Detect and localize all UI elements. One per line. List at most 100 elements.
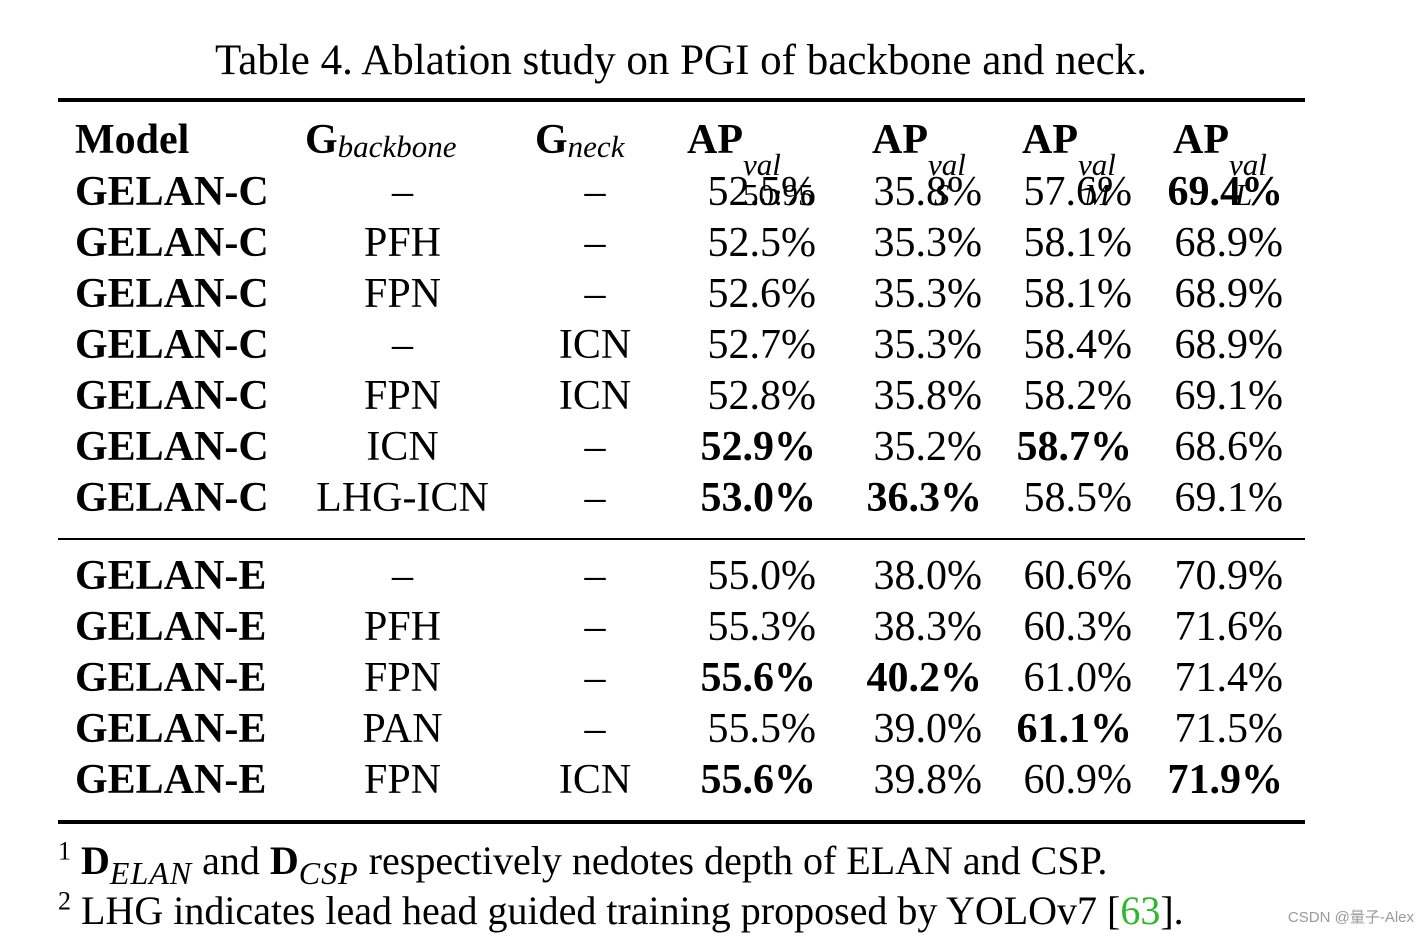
apl-cell: 68.6% [1174,424,1284,470]
aps-cell: 35.3% [873,322,983,368]
apl-cell: 71.9% [1167,757,1284,803]
backbone-cell: FPN [363,373,442,419]
neck-cell: – [584,271,606,317]
table-row: GELAN-C FPN ICN 52.8% 35.8% 58.2% 69.1% [0,371,1428,422]
ap-cell: 52.8% [707,373,817,419]
table-row: GELAN-C PFH – 52.5% 35.3% 58.1% 68.9% [0,218,1428,269]
apm-cell: 58.5% [1023,475,1133,521]
header-neck: Gneck [535,112,624,175]
model-cell: GELAN-E [75,706,267,752]
ap-cell: 55.6% [700,655,817,701]
aps-cell: 35.3% [873,271,983,317]
apl-cell: 69.1% [1174,475,1284,521]
neck-cell: – [584,475,606,521]
aps-cell: 35.2% [873,424,983,470]
apl-cell: 68.9% [1174,271,1284,317]
header-model: Model [75,117,190,163]
model-cell: GELAN-E [75,553,267,599]
table-row: GELAN-C – ICN 52.7% 35.3% 58.4% 68.9% [0,320,1428,371]
backbone-cell: LHG-ICN [316,475,489,521]
aps-cell: 38.3% [873,604,983,650]
apm-cell: 60.6% [1023,553,1133,599]
apm-cell: 58.7% [1016,424,1133,470]
backbone-cell: PAN [362,706,443,752]
header-ap-main: AP [687,117,743,163]
neck-cell: – [584,604,606,650]
backbone-cell: PFH [363,604,442,650]
aps-cell: 36.3% [866,475,983,521]
table-row: GELAN-E PFH – 55.3% 38.3% 60.3% 71.6% [0,602,1428,653]
header-apl-sup: val [1229,147,1267,182]
table-row: GELAN-E FPN ICN 55.6% 39.8% 60.9% 71.9% [0,755,1428,806]
table-caption: Table 4. Ablation study on PGI of backbo… [214,37,1148,84]
header-apm-sub: M [1084,177,1110,212]
apl-cell: 69.1% [1174,373,1284,419]
apl-cell: 69.4% [1167,169,1284,215]
mid-rule [58,538,1305,540]
header-ap-sub: 50:95 [743,177,814,212]
backbone-cell: – [392,322,413,368]
model-cell: GELAN-E [75,757,267,803]
ap-cell: 55.3% [707,604,817,650]
backbone-cell: – [392,169,413,215]
neck-cell: ICN [558,373,632,419]
aps-cell: 35.8% [873,373,983,419]
aps-cell: 39.8% [873,757,983,803]
neck-cell: – [584,424,606,470]
aps-cell: 35.3% [873,220,983,266]
header-backbone-sub: backbone [337,129,457,164]
apl-cell: 71.4% [1174,655,1284,701]
footnote-1-d-csp-sub: CSP [298,855,359,891]
table-row: GELAN-C FPN – 52.6% 35.3% 58.1% 68.9% [0,269,1428,320]
ap-cell: 52.5% [707,220,817,266]
header-ap-50-95: AP val 50:95 [687,112,833,210]
apm-cell: 60.9% [1023,757,1133,803]
footnote-2-end: ]. [1160,888,1184,933]
top-rule [58,98,1305,102]
neck-cell: ICN [558,757,632,803]
header-apl-main: AP [1173,117,1229,163]
header-backbone: Gbackbone [305,112,456,175]
apl-cell: 68.9% [1174,220,1284,266]
model-cell: GELAN-C [75,475,269,521]
header-ap-l: AP val L [1173,112,1289,210]
backbone-cell: – [392,553,413,599]
neck-cell: – [584,706,606,752]
aps-cell: 39.0% [873,706,983,752]
footnote-1-d-elan-sub: ELAN [109,855,193,891]
header-neck-sub: neck [567,129,625,164]
model-cell: GELAN-E [75,604,267,650]
neck-cell: – [584,169,606,215]
header-apl-sub: L [1235,177,1253,212]
apl-cell: 70.9% [1174,553,1284,599]
model-cell: GELAN-C [75,271,269,317]
neck-cell: – [584,220,606,266]
header-aps-main: AP [872,117,928,163]
header-ap-s: AP val S [872,112,988,210]
footnote-1-and: and [192,838,270,883]
backbone-cell: FPN [363,271,442,317]
apm-cell: 58.2% [1023,373,1133,419]
apl-cell: 71.6% [1174,604,1284,650]
table-row: GELAN-E PAN – 55.5% 39.0% 61.1% 71.5% [0,704,1428,755]
header-ap-sup: val [743,147,781,182]
model-cell: GELAN-C [75,424,269,470]
model-cell: GELAN-E [75,655,267,701]
apm-cell: 58.4% [1023,322,1133,368]
footnote-2-number: 2 [58,886,71,916]
apm-cell: 61.1% [1016,706,1133,752]
apm-cell: 61.0% [1023,655,1133,701]
footnote-1: 1 DELAN and DCSP respectively nedotes de… [58,836,1107,898]
footnote-1-number: 1 [58,836,71,866]
backbone-cell: PFH [363,220,442,266]
ap-cell: 52.5% [707,169,817,215]
model-cell: GELAN-C [75,220,269,266]
citation-link[interactable]: 63 [1120,888,1161,933]
model-cell: GELAN-C [75,169,269,215]
neck-cell: – [584,655,606,701]
model-cell: GELAN-C [75,322,269,368]
footnote-2-text: LHG indicates lead head guided training … [71,888,1121,933]
ap-cell: 52.9% [700,424,817,470]
apm-cell: 58.1% [1023,220,1133,266]
apm-cell: 60.3% [1023,604,1133,650]
